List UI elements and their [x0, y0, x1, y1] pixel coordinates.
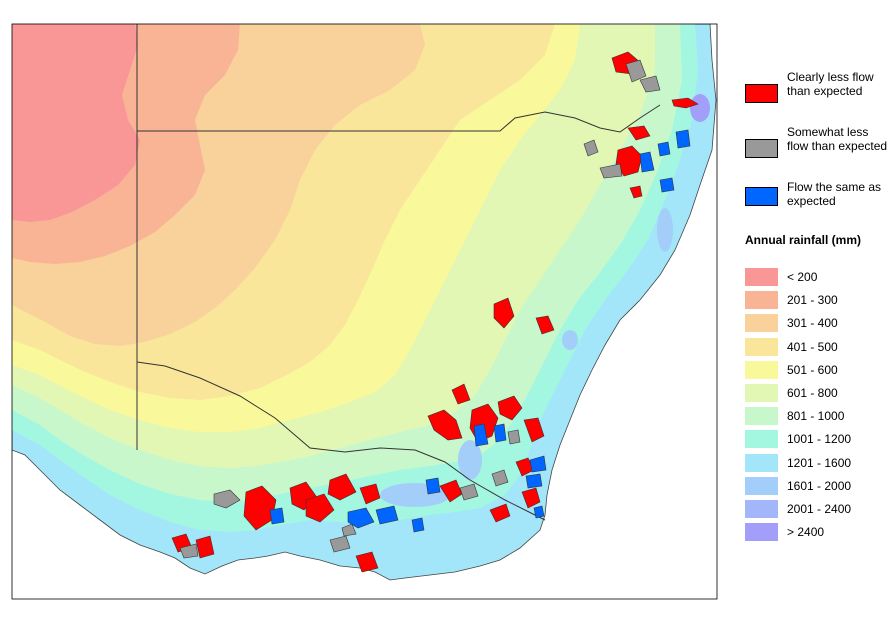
catchments-clearly-less-flow: [171, 51, 699, 573]
rainfall-legend-item: > 2400: [745, 523, 885, 542]
rainfall-map: [11, 23, 718, 600]
rainfall-legend-label: 301 - 400: [787, 316, 838, 331]
rainfall-legend-label: 601 - 800: [787, 386, 838, 400]
rainfall-legend-label: 501 - 600: [787, 362, 838, 377]
map-frame: [11, 23, 718, 600]
rainfall-legend-item: 1201 - 1600: [745, 453, 885, 473]
rainfall-legend-swatch: [745, 523, 778, 542]
rainfall-legend-swatch: [745, 291, 778, 310]
legend-swatch-somewhat-less-flow: [745, 139, 778, 158]
rainfall-legend-item: 2001 - 2400: [745, 500, 885, 519]
rainfall-legend-label: 201 - 300: [787, 293, 838, 308]
legend-label: Flow the same as expected: [787, 180, 882, 208]
legend-swatch-clearly-less-flow: [745, 84, 778, 103]
rainfall-legend-swatch: [745, 453, 778, 472]
rainfall-legend-item: 801 - 1000: [745, 407, 885, 426]
state-border-vic: [136, 361, 546, 521]
rain-patch-2001-2400: [690, 94, 710, 122]
rainfall-legend-swatch: [745, 430, 778, 449]
rainfall-legend-item: 1001 - 1200: [745, 430, 885, 449]
rainfall-legend-swatch: [745, 268, 778, 286]
rainfall-legend-label: 801 - 1000: [787, 409, 845, 424]
rainfall-legend-item: < 200: [745, 268, 885, 287]
rainfall-legend-item: 501 - 600: [745, 360, 885, 380]
rainfall-legend-swatch: [745, 476, 778, 495]
legend-label: Somewhat less flow than expected: [787, 125, 888, 153]
catchments-flow-same: [269, 129, 691, 533]
legend-label: Clearly less flow than expected: [787, 70, 874, 98]
rainfall-legend-item: 301 - 400: [745, 314, 885, 333]
rain-patch-1601-2000: [562, 330, 578, 350]
rainfall-legend-swatch: [745, 360, 778, 379]
rainfall-legend-swatch: [745, 407, 778, 426]
rainfall-legend-item: 1601 - 2000: [745, 476, 885, 496]
rainfall-legend-item: 201 - 300: [745, 291, 885, 310]
state-border-qld: [137, 104, 661, 133]
rainfall-legend-item: 401 - 500: [745, 337, 885, 357]
rainfall-legend-label: < 200: [787, 270, 818, 284]
rainfall-legend-label: 2001 - 2400: [787, 502, 852, 516]
rain-band-under-200: [12, 24, 140, 222]
rainfall-legend-label: 401 - 500: [787, 339, 838, 354]
rainfall-legend-swatch: [745, 500, 778, 518]
rain-patch-1601-2000: [657, 208, 673, 252]
catchments-somewhat-less-flow: [179, 59, 661, 559]
rainfall-legend-swatch: [745, 384, 778, 402]
rainfall-legend-label: 1001 - 1200: [787, 432, 852, 447]
rainfall-legend-label: 1201 - 1600: [787, 455, 852, 470]
rainfall-legend-swatch: [745, 337, 778, 356]
rainfall-legend-label: > 2400: [787, 525, 825, 540]
rainfall-legend-title: Annual rainfall (mm): [745, 233, 862, 247]
rainfall-legend-item: 601 - 800: [745, 384, 885, 403]
rainfall-legend-label: 1601 - 2000: [787, 478, 852, 493]
legend-swatch-flow-same: [745, 187, 778, 206]
rain-patch-1601-2000: [458, 440, 482, 480]
rainfall-legend-swatch: [745, 314, 778, 333]
